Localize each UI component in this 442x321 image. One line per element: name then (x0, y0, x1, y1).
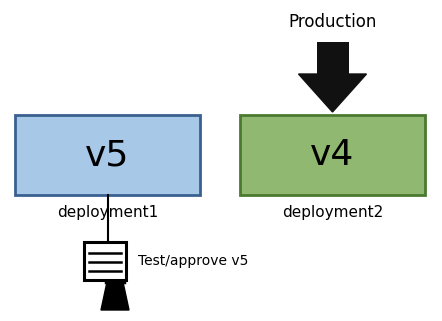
Polygon shape (298, 74, 366, 112)
Bar (15, 115, 200, 195)
Text: Production: Production (288, 13, 377, 31)
Text: deployment2: deployment2 (282, 205, 383, 221)
Bar (240, 115, 425, 195)
Bar (84, 242, 126, 280)
Text: v5: v5 (85, 138, 130, 172)
Text: Test/approve v5: Test/approve v5 (138, 254, 248, 268)
Polygon shape (101, 282, 129, 310)
Bar (316, 42, 348, 74)
Text: deployment1: deployment1 (57, 205, 158, 221)
Text: v4: v4 (310, 138, 354, 172)
